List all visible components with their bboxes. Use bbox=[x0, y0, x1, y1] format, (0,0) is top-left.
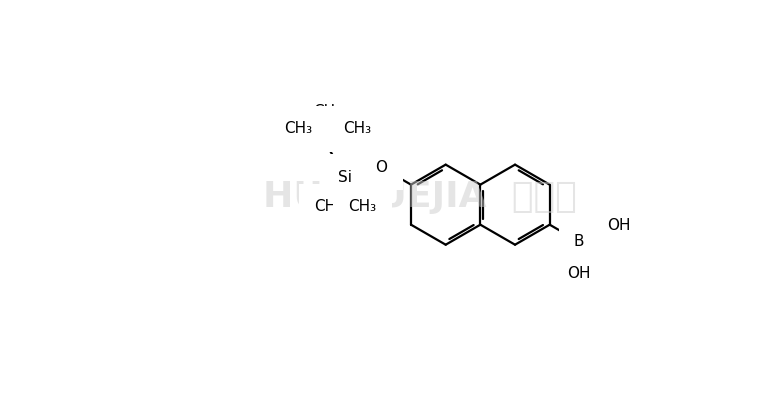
Text: OH: OH bbox=[568, 266, 591, 281]
Text: HUAXUEJIA  化学加: HUAXUEJIA 化学加 bbox=[264, 180, 577, 214]
Text: Si: Si bbox=[338, 170, 353, 185]
Text: O: O bbox=[375, 160, 388, 175]
Text: CH₃: CH₃ bbox=[313, 104, 341, 119]
Text: CH₃: CH₃ bbox=[343, 121, 371, 137]
Text: OH: OH bbox=[607, 218, 631, 233]
Text: CH₃: CH₃ bbox=[283, 121, 312, 137]
Text: CH₃: CH₃ bbox=[348, 199, 376, 214]
Text: B: B bbox=[574, 234, 584, 249]
Text: CH₃: CH₃ bbox=[314, 199, 342, 214]
